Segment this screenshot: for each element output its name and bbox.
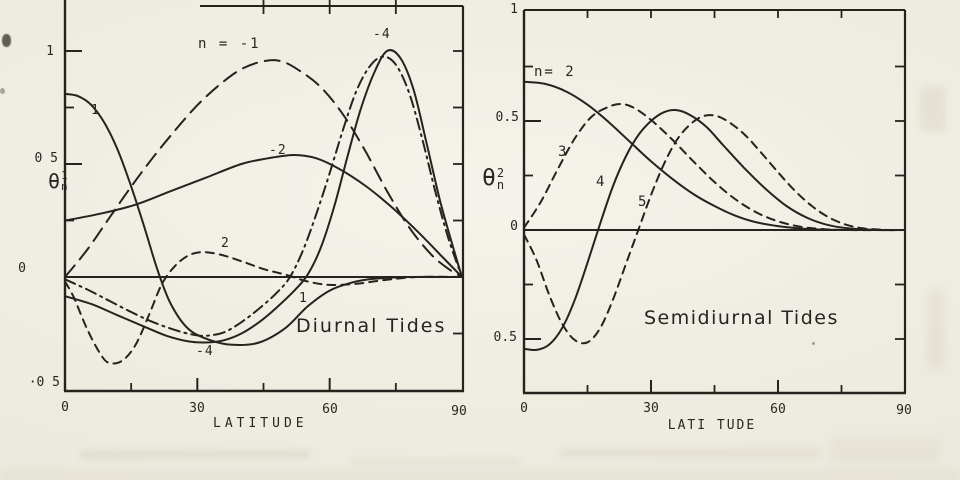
x-tick-label: 90	[451, 404, 467, 419]
curve-diurnal-n-4	[64, 55, 463, 337]
curve-label-n-minus1: n = -1	[198, 36, 261, 52]
x-tick-label: 30	[189, 401, 205, 416]
theta-superscript: 1	[61, 169, 68, 182]
curve-label-4: 4	[596, 174, 606, 190]
x-tick-label: 60	[322, 402, 338, 417]
y-tick-label: 0.5	[493, 330, 517, 345]
x-tick-label: 0	[520, 401, 528, 416]
x-axis-title: LATITUDE	[213, 416, 308, 431]
y-tick-label: ·0 5	[28, 375, 60, 390]
curve-label-5: 5	[638, 194, 648, 210]
x-axis-title: LATI TUDE	[667, 418, 757, 433]
theta-subscript: n	[496, 177, 505, 192]
curve-diurnal-n1	[64, 92, 463, 347]
panel-title-diurnal: Diurnal Tides	[296, 315, 447, 337]
x-tick-label: 60	[770, 402, 786, 417]
curve-semidiurnal-n5	[523, 114, 906, 345]
curve-diurnal-n-2	[64, 153, 463, 278]
y-tick-label: 0.5	[495, 110, 519, 125]
curve-label-3: 3	[558, 144, 568, 160]
curve-label-1-tail: 1	[299, 291, 308, 306]
x-tick-label: 30	[643, 401, 659, 416]
y-tick-label: 0	[18, 261, 26, 276]
curve-label-2: 2	[221, 236, 230, 251]
curve-semidiurnal-n3	[523, 102, 906, 232]
theta-subscript: n	[61, 180, 68, 193]
curve-label-minus4-bottom: -4	[196, 344, 214, 359]
curve-label-minus2: -2	[269, 143, 287, 158]
curve-label-n-2: n= 2	[534, 64, 576, 80]
theta-glyph: θ	[48, 169, 61, 193]
theta-glyph: θ	[482, 165, 496, 191]
theta-superscript: 2	[496, 165, 505, 180]
curve-semidiurnal-n4	[523, 109, 906, 352]
curve-semidiurnal-n2	[523, 80, 906, 232]
y-tick-label: 0	[510, 219, 518, 234]
y-tick-label: 0 5	[34, 151, 58, 166]
panel-title-semidiurnal: Semidiurnal Tides	[644, 307, 839, 329]
y-tick-label: 1	[46, 44, 54, 59]
curve-diurnal-n-1	[64, 59, 463, 278]
curve-label-minus4-top: -4	[373, 27, 391, 42]
curve-label-1-start: 1	[91, 103, 100, 118]
y-tick-label: 1	[510, 2, 518, 17]
x-tick-label: 0	[61, 400, 69, 415]
x-tick-label: 90	[896, 403, 912, 418]
curve-diurnal-n-4	[64, 49, 463, 344]
curve-diurnal-n2	[64, 251, 463, 365]
